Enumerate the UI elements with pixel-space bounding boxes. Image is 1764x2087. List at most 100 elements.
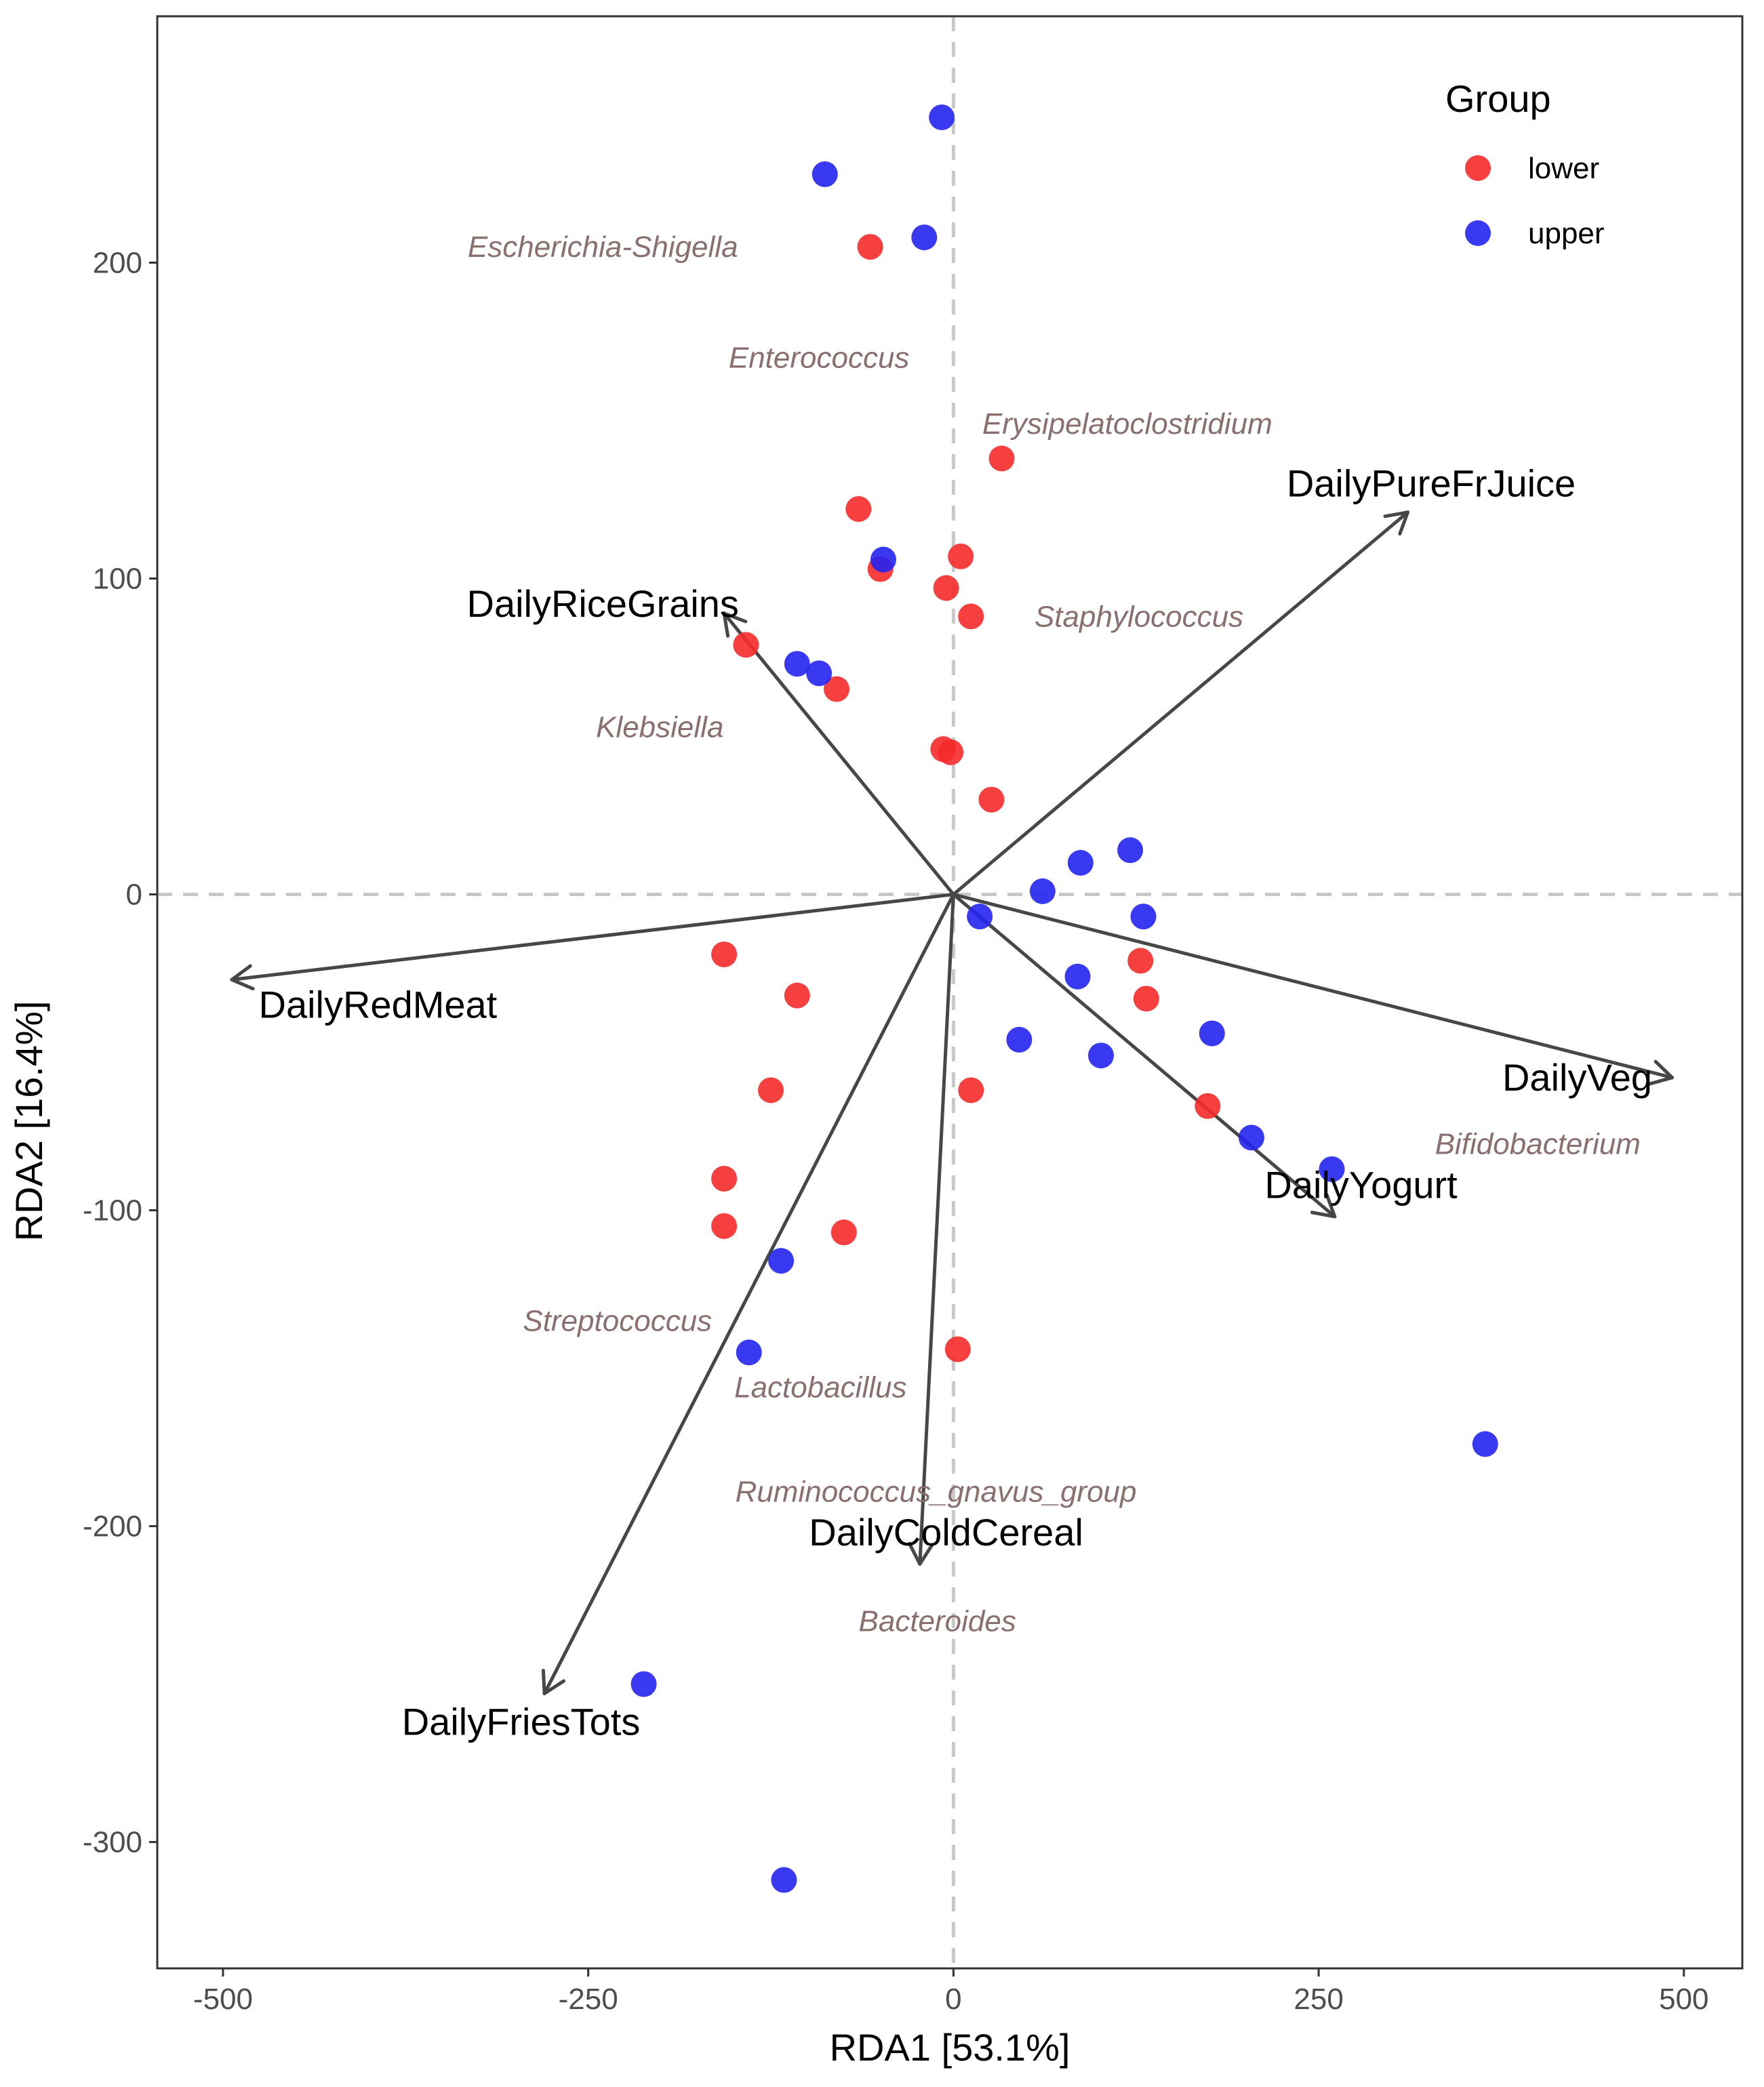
taxon-label: Bifidobacterium — [1435, 1128, 1641, 1161]
point-lower — [830, 1219, 857, 1246]
point-upper — [1319, 1156, 1345, 1182]
vector-arrowhead-DailyRiceGrains — [722, 611, 748, 638]
point-lower — [711, 1213, 738, 1239]
taxon-label: Erysipelatoclostridium — [982, 407, 1272, 441]
point-lower — [1127, 948, 1154, 974]
taxon-label: Ruminococcus_gnavus_group — [736, 1475, 1137, 1508]
point-lower — [733, 632, 759, 658]
y-tick-label: -300 — [83, 1826, 142, 1859]
point-lower — [944, 1336, 971, 1362]
point-upper — [1064, 963, 1091, 990]
legend-label-lower: lower — [1528, 152, 1599, 185]
taxon-label: Staphylococcus — [1035, 600, 1243, 633]
point-upper — [811, 161, 838, 188]
vector-line-DailyPureFrJuice — [951, 510, 1410, 897]
env-vector-labels: DailyPureFrJuice DailyRiceGrains DailyRedM… — [259, 462, 1652, 1743]
vector-arrowhead-DailyFriesTots — [541, 1669, 566, 1696]
vector-line-DailyRedMeat — [230, 893, 955, 981]
vector-label: DailyColdCereal — [809, 1511, 1083, 1554]
vector-line-DailyYogurt — [951, 893, 1337, 1219]
vector-arrowhead-DailyRedMeat — [230, 964, 255, 991]
y-axis-title: RDA2 [16.4%] — [7, 1001, 50, 1242]
point-upper — [1029, 878, 1056, 904]
taxon-label: Klebsiella — [596, 711, 723, 744]
vector-label: DailyYogurt — [1264, 1163, 1458, 1206]
point-upper — [1472, 1431, 1498, 1457]
point-lower — [711, 1165, 738, 1192]
vector-line-DailyRiceGrains — [722, 611, 955, 897]
vector-arrowhead-DailyColdCereal — [907, 1541, 934, 1566]
point-upper — [784, 651, 810, 677]
point-upper — [771, 1867, 797, 1893]
point-lower — [958, 1077, 984, 1103]
point-upper — [1117, 837, 1144, 864]
vector-arrowhead-DailyPureFrJuice — [1383, 510, 1410, 536]
point-upper — [1199, 1020, 1225, 1047]
point-lower — [1133, 986, 1159, 1012]
point-upper — [1130, 904, 1157, 930]
taxon-label: Enterococcus — [729, 341, 910, 374]
vector-label: DailyFriesTots — [402, 1701, 641, 1743]
x-tick-label: 500 — [1659, 1983, 1708, 2016]
vector-line-DailyVeg — [951, 893, 1675, 1080]
point-lower — [857, 234, 883, 260]
vector-arrowhead-DailyVeg — [1648, 1059, 1675, 1086]
vector-label: DailyVeg — [1502, 1056, 1652, 1099]
y-tick-label: -200 — [83, 1510, 142, 1543]
point-upper — [736, 1339, 762, 1366]
point-lower — [711, 941, 738, 968]
x-axis-title: RDA1 [53.1%] — [830, 2026, 1070, 2069]
point-upper — [1006, 1026, 1033, 1053]
point-upper — [911, 224, 938, 251]
zero-lines — [157, 16, 1742, 1968]
point-lower — [824, 676, 849, 702]
taxa-labels: Escherichia-Shigella Enterococcus Erysipel… — [468, 230, 1641, 1638]
legend: Group lower upper — [1445, 77, 1605, 250]
taxon-label: Escherichia-Shigella — [468, 230, 738, 264]
point-lower — [958, 603, 984, 630]
legend-key-upper — [1465, 220, 1491, 246]
point-upper — [1238, 1124, 1264, 1151]
point-upper — [870, 546, 896, 573]
point-upper — [768, 1248, 795, 1274]
point-upper — [967, 904, 993, 930]
x-tick-label: 250 — [1294, 1983, 1343, 2016]
legend-key-lower — [1465, 155, 1491, 181]
vector-line-DailyColdCereal — [918, 893, 955, 1566]
point-lower — [1195, 1093, 1221, 1119]
x-tick-label: -500 — [193, 1983, 253, 2016]
vector-label: DailyRiceGrains — [467, 582, 739, 625]
point-lower — [845, 495, 872, 522]
panel-border — [156, 15, 1744, 1970]
taxon-label: Bacteroides — [859, 1604, 1016, 1638]
vector-label: DailyPureFrJuice — [1287, 462, 1576, 505]
point-upper — [929, 104, 955, 131]
point-lower — [784, 982, 810, 1009]
sample-points — [630, 104, 1498, 1893]
point-lower — [758, 1077, 784, 1103]
y-tick-label: 100 — [93, 563, 142, 596]
point-upper — [806, 660, 833, 687]
point-lower — [948, 543, 974, 569]
vector-arrowhead-DailyYogurt — [1310, 1193, 1337, 1219]
vector-line-DailyFriesTots — [542, 893, 955, 1696]
vector-label: DailyRedMeat — [259, 984, 498, 1026]
point-upper — [1067, 849, 1094, 876]
point-upper — [630, 1671, 657, 1697]
legend-title: Group — [1445, 77, 1551, 120]
y-tick-label: 0 — [126, 878, 142, 912]
env-vectors — [230, 510, 1675, 1696]
point-lower — [938, 739, 964, 765]
taxon-label: Lactobacillus — [734, 1371, 906, 1404]
point-lower — [933, 575, 959, 601]
legend-label-upper: upper — [1528, 217, 1605, 250]
taxon-label: Streptococcus — [523, 1305, 712, 1338]
point-lower — [978, 786, 1005, 813]
y-tick-label: 200 — [93, 246, 142, 279]
axes: -500 -250 0 250 500 200 100 0 -100 -200 -300 — [83, 246, 1709, 2016]
x-tick-label: -250 — [559, 1983, 618, 2016]
y-tick-label: -100 — [83, 1194, 142, 1228]
